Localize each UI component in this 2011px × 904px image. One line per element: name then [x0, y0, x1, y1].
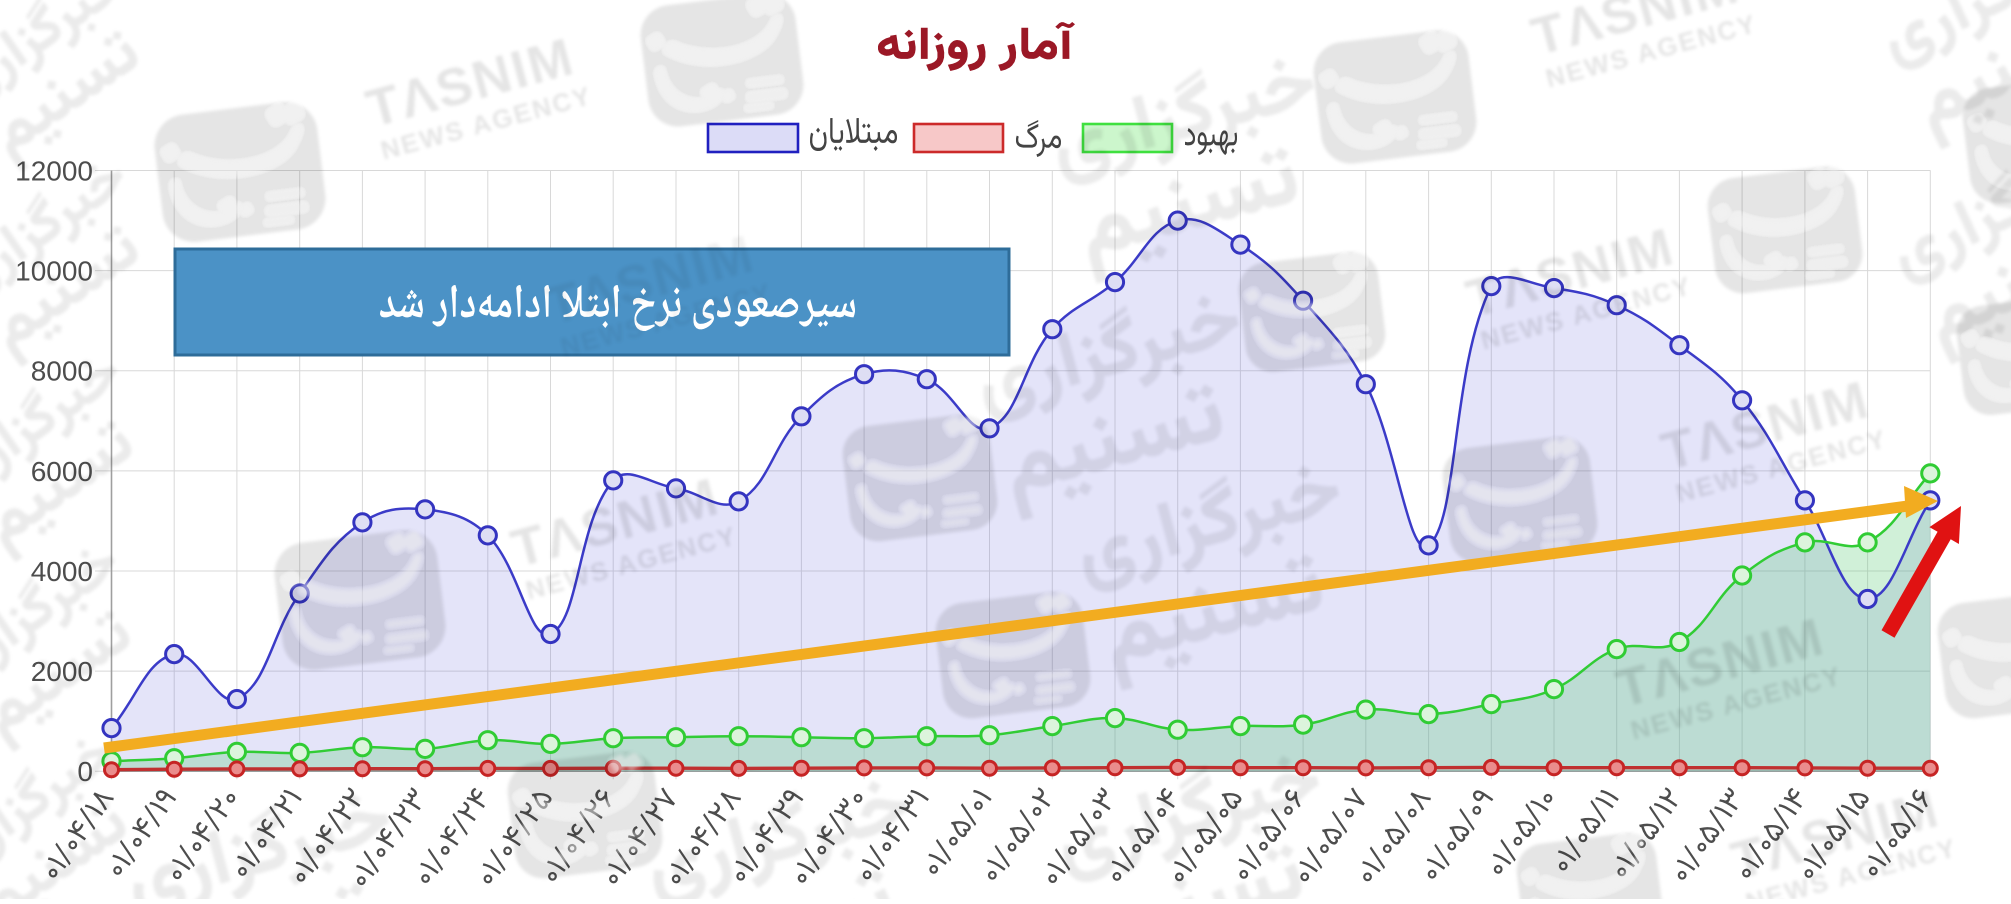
- svg-text:8000: 8000: [31, 356, 93, 387]
- svg-text:4000: 4000: [31, 556, 93, 587]
- svg-text:12000: 12000: [15, 156, 93, 187]
